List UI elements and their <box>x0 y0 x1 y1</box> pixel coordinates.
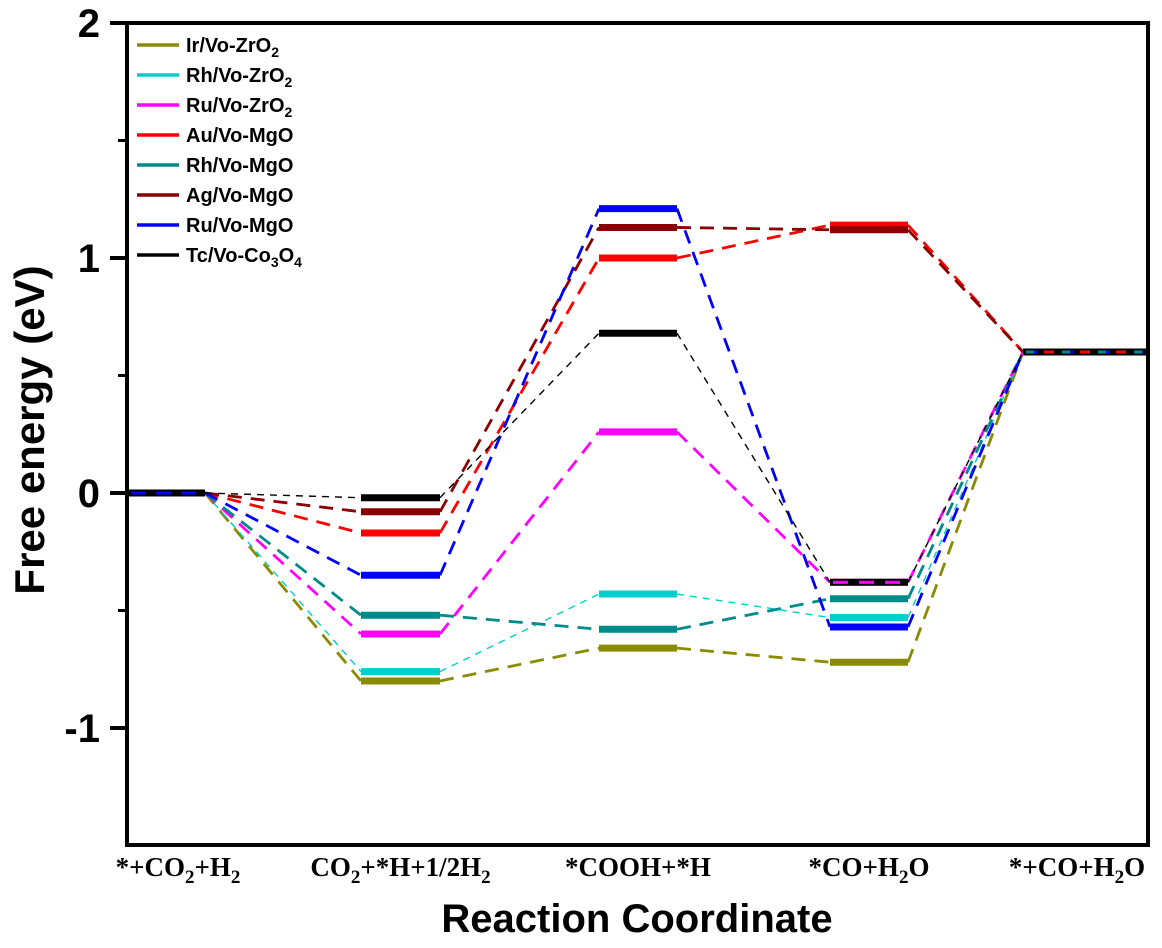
y-tick-label-2: 2 <box>78 2 100 46</box>
x-stage-label-5: *+CO+H2O <box>1009 852 1145 888</box>
legend-item-ag-vo-mgo: Ag/Vo-MgO <box>137 185 293 207</box>
connector-line <box>907 351 1024 583</box>
legend-item-ir-vo-zro-2: Ir/Vo-ZrO2 <box>137 35 279 60</box>
connector-line <box>204 491 362 636</box>
legend-label-rh-vo-mgo: Rh/Vo-MgO <box>186 155 293 177</box>
legend-item-ru-vo-mgo: Ru/Vo-MgO <box>137 215 293 237</box>
connector-line <box>906 351 1025 663</box>
legend-label-ag-vo-mgo: Ag/Vo-MgO <box>186 185 293 207</box>
connector-line <box>676 646 831 664</box>
connector-line <box>204 491 362 514</box>
y-axis: 2 1 0 -1 <box>64 2 127 751</box>
connector-line <box>676 430 831 584</box>
overlap-accents <box>131 350 1144 584</box>
x-stage-label-4: *CO+H2O <box>809 852 930 888</box>
connector-line <box>204 492 362 673</box>
connector-line <box>439 646 600 683</box>
connector-line <box>906 228 1025 353</box>
connector-line <box>906 351 1025 628</box>
connector-line <box>676 226 831 232</box>
plot-border <box>125 21 1150 847</box>
legend-label-ir-vo-zro-2: Ir/Vo-ZrO2 <box>186 35 279 60</box>
connector-line <box>204 491 362 617</box>
legend-item-rh-vo-mgo: Rh/Vo-MgO <box>137 155 293 177</box>
y-tick-label-1: 1 <box>78 237 100 281</box>
series-rh-vo-mgo <box>127 348 1146 633</box>
x-axis-title: Reaction Coordinate <box>441 897 833 941</box>
y-tick-label-0: 0 <box>78 472 100 516</box>
y-axis-title: Free energy (eV) <box>6 265 53 595</box>
legend-label-tc-vo-co-3-o-4: Tc/Vo-Co3O4 <box>186 245 302 270</box>
connector-line <box>438 208 601 576</box>
x-stage-label-3: *COOH+*H <box>565 852 711 882</box>
legend-label-ru-vo-mgo: Ru/Vo-MgO <box>186 215 293 237</box>
legend-item-rh-vo-zro-2: Rh/Vo-ZrO2 <box>137 65 293 90</box>
connector-line <box>675 208 832 628</box>
connector-line <box>203 492 363 682</box>
x-axis: *+CO2+H2 CO2+*H+1/2H2 *COOH+*H *CO+H2O *+CO+… <box>116 852 1146 888</box>
connector-line <box>439 332 600 499</box>
series-tc-vo-co-3-o-4 <box>127 329 1146 586</box>
connector-line <box>438 431 601 635</box>
legend-item-ru-vo-zro-2: Ru/Vo-ZrO2 <box>137 95 293 120</box>
connector-line <box>438 257 601 534</box>
connector-line <box>676 223 831 260</box>
connector-line <box>439 613 600 631</box>
legend-item-au-vo-mgo: Au/Vo-MgO <box>137 125 293 147</box>
legend: Ir/Vo-ZrO2 Rh/Vo-ZrO2 Ru/Vo-ZrO2 Au/Vo-MgO R… <box>137 35 302 270</box>
connector-line <box>676 597 831 631</box>
connector-line <box>439 593 600 673</box>
connector-line <box>204 491 362 535</box>
series-ag-vo-mgo <box>127 223 1146 516</box>
series-au-vo-mgo <box>127 221 1146 537</box>
series-ru-vo-mgo <box>127 205 1146 631</box>
legend-item-tc-vo-co-3-o-4: Tc/Vo-Co3O4 <box>137 245 302 270</box>
connector-line <box>438 226 601 513</box>
legend-label-au-vo-mgo: Au/Vo-MgO <box>186 125 293 147</box>
legend-label-rh-vo-zro-2: Rh/Vo-ZrO2 <box>186 65 293 90</box>
connector-line <box>204 492 362 499</box>
legend-label-ru-vo-zro-2: Ru/Vo-ZrO2 <box>186 95 293 120</box>
y-tick-label--1: -1 <box>64 707 100 751</box>
x-stage-label-2: CO2+*H+1/2H2 <box>310 852 490 888</box>
connector-line <box>204 491 362 577</box>
connector-line <box>907 351 1024 618</box>
x-stage-label-1: *+CO2+H2 <box>116 852 241 888</box>
connector-line <box>676 332 831 583</box>
connector-line <box>906 351 1025 600</box>
